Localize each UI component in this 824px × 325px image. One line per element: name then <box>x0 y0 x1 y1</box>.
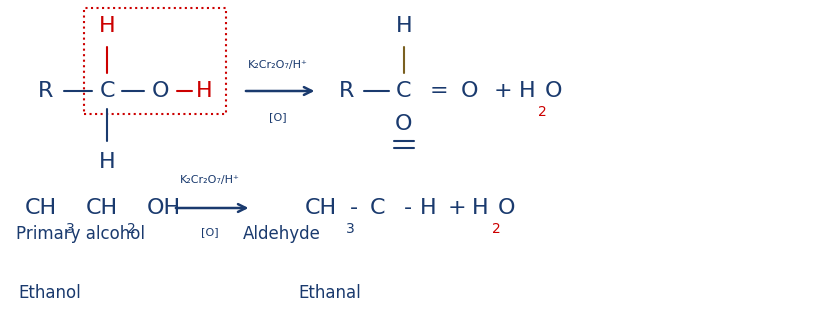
Text: -: - <box>350 198 358 218</box>
Text: -: - <box>404 198 412 218</box>
Text: K₂Cr₂O₇/H⁺: K₂Cr₂O₇/H⁺ <box>180 176 240 185</box>
Text: OH: OH <box>147 198 180 218</box>
Text: 3: 3 <box>66 222 74 236</box>
Text: O: O <box>545 81 563 101</box>
Text: O: O <box>461 81 479 101</box>
Text: +: + <box>448 198 466 218</box>
Text: CH: CH <box>305 198 337 218</box>
Text: C: C <box>396 81 411 101</box>
Text: R: R <box>38 81 53 101</box>
Text: H: H <box>396 16 412 36</box>
Text: O: O <box>498 198 516 218</box>
Text: 2: 2 <box>127 222 135 236</box>
Text: Ethanal: Ethanal <box>298 283 361 302</box>
Text: R: R <box>339 81 353 101</box>
Text: =: = <box>430 81 448 101</box>
Text: Aldehyde: Aldehyde <box>243 225 321 243</box>
Text: K₂Cr₂O₇/H⁺: K₂Cr₂O₇/H⁺ <box>248 60 307 70</box>
Text: H: H <box>99 16 115 36</box>
Text: Ethanol: Ethanol <box>18 283 81 302</box>
Text: O: O <box>395 113 413 134</box>
Text: H: H <box>420 198 437 218</box>
Text: H: H <box>99 152 115 173</box>
Text: C: C <box>370 198 385 218</box>
Text: [O]: [O] <box>269 112 287 122</box>
Text: H: H <box>196 81 213 101</box>
Text: H: H <box>519 81 536 101</box>
Text: Primary alcohol: Primary alcohol <box>16 225 146 243</box>
Text: CH: CH <box>25 198 57 218</box>
Text: 2: 2 <box>492 222 500 236</box>
Text: O: O <box>152 81 170 101</box>
Text: +: + <box>494 81 512 101</box>
Text: H: H <box>472 198 489 218</box>
Text: [O]: [O] <box>201 227 219 237</box>
Text: 2: 2 <box>538 105 546 119</box>
Text: CH: CH <box>86 198 118 218</box>
Text: 3: 3 <box>346 222 354 236</box>
Text: C: C <box>100 81 115 101</box>
